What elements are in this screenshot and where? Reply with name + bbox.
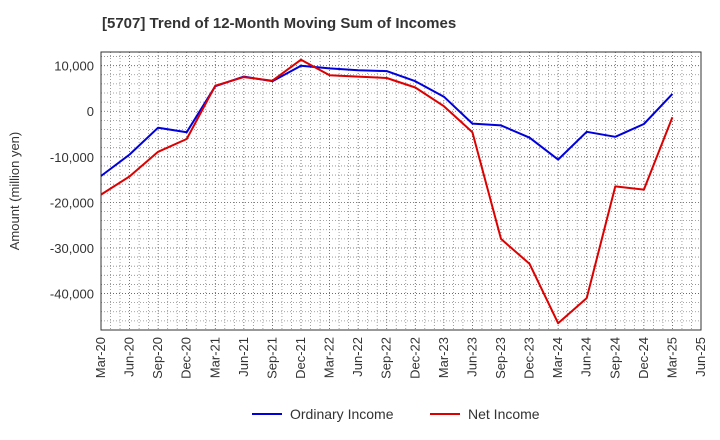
legend-label: Net Income xyxy=(468,406,540,422)
x-tick-label: Mar-25 xyxy=(664,337,679,378)
chart-title: [5707] Trend of 12-Month Moving Sum of I… xyxy=(102,15,457,32)
plot-frame xyxy=(100,51,702,331)
x-tick-label: Sep-22 xyxy=(379,337,394,379)
grid xyxy=(100,52,702,330)
x-tick-label: Dec-23 xyxy=(522,337,537,379)
x-tick-label: Jun-25 xyxy=(693,337,708,377)
x-tick-label: Mar-22 xyxy=(322,337,337,378)
x-tick-label: Jun-22 xyxy=(350,337,365,377)
x-tick-label: Jun-20 xyxy=(122,337,137,377)
x-tick-label: Jun-21 xyxy=(236,337,251,377)
x-tick-label: Dec-20 xyxy=(179,337,194,379)
y-tick-label: 0 xyxy=(87,104,94,119)
x-tick-label: Dec-21 xyxy=(293,337,308,379)
series-line xyxy=(100,64,674,177)
x-tick-label: Dec-24 xyxy=(636,337,651,379)
x-tick-label: Sep-21 xyxy=(264,337,279,379)
y-tick-label: -20,000 xyxy=(50,195,94,210)
x-tick-label: Mar-24 xyxy=(550,337,565,378)
y-tick-label: -40,000 xyxy=(50,287,94,302)
x-tick-label: Sep-23 xyxy=(493,337,508,379)
y-axis-title: Amount (million yen) xyxy=(7,132,22,251)
y-tick-label: -10,000 xyxy=(50,150,94,165)
x-tick-label: Mar-23 xyxy=(436,337,451,378)
x-tick-label: Sep-24 xyxy=(607,337,622,379)
y-tick-label: -30,000 xyxy=(50,241,94,256)
legend: Ordinary Income Net Income xyxy=(252,406,540,422)
y-tick-label: 10,000 xyxy=(54,59,94,74)
x-tick-label: Sep-20 xyxy=(150,337,165,379)
x-tick-label: Mar-21 xyxy=(207,337,222,378)
x-tick-label: Mar-20 xyxy=(93,337,108,378)
series-line xyxy=(100,58,674,325)
x-tick-label: Jun-23 xyxy=(464,337,479,377)
axes: 10,000 0 -10,000 -20,000 -30,000 -40,000 Mar-2… xyxy=(7,51,708,379)
series-lines xyxy=(100,58,674,325)
x-tick-label: Dec-22 xyxy=(407,337,422,379)
legend-label: Ordinary Income xyxy=(290,406,394,422)
x-tick-label: Jun-24 xyxy=(579,337,594,377)
